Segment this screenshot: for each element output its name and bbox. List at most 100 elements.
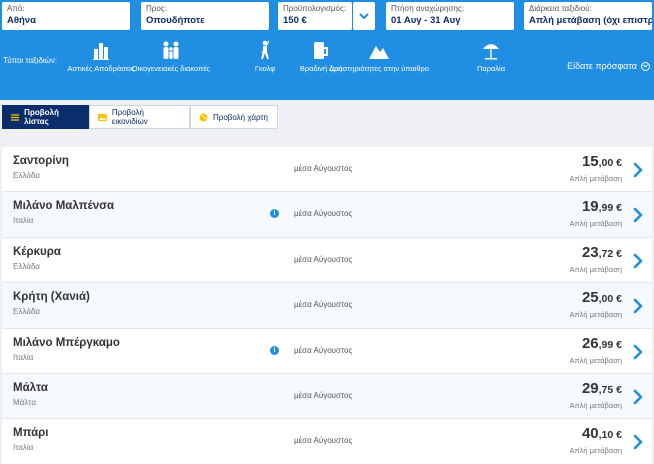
price-decimal: ,00 € [598,157,622,169]
golf-icon [261,40,270,59]
price: 19,99 € [582,198,622,215]
trip-type: Απλή μετάβαση [569,355,623,365]
destination-country: Ελλάδα [13,171,40,180]
destination-row[interactable]: Μιλάνο Μαλπένσα Ιταλία i μέσα Αύγουστος 19,9… [2,192,652,238]
image-view-button[interactable]: Προβολή εικονιδίων [89,105,190,129]
departure-value[interactable]: 01 Αυγ - 31 Αυγ [391,15,461,26]
trip-type: Απλή μετάβαση [569,400,623,410]
travel-period: μέσα Αύγουστος [294,390,353,400]
destination-name: Κέρκυρα [13,245,61,258]
price-decimal: ,99 € [598,338,622,351]
trip-type-label: Γκολφ [254,64,276,73]
destination-row[interactable]: Σαντορίνη Ελλάδα μέσα Αύγουστος 15,00 € Απλή… [2,147,652,193]
duration-label: Διάρκεια ταξιδιού: [529,4,592,13]
trip-types-label: Τύποι ταξιδιών: [3,56,58,65]
trip-type: Απλή μετάβαση [569,310,623,320]
duration-field[interactable]: Διάρκεια ταξιδιού: Απλή μετάβαση (όχι επ… [524,2,652,30]
budget-field[interactable]: Προϋπολογισμός: 150 € [278,2,352,30]
chevron-right-icon[interactable] [632,207,644,223]
travel-period: μέσα Αύγουστος [294,300,353,310]
from-label: Από: [7,4,25,13]
recently-viewed-button[interactable]: Είδατε πρόσφατα [567,61,650,71]
trip-type-label: Βραδινή ζωή [299,64,343,73]
from-value[interactable]: Αθήνα [7,15,36,26]
info-icon[interactable]: i [270,209,279,219]
trip-type: Απλή μετάβαση [569,174,623,183]
price: 23,72 € [582,244,622,261]
travel-period: μέσα Αύγουστος [294,164,353,173]
image-icon [98,113,107,121]
price-decimal: ,10 € [598,429,622,442]
price-integer: 40 [581,425,599,443]
price-integer: 23 [581,243,599,261]
chevron-down-icon [359,12,369,19]
destination-row[interactable]: Κέρκυρα Ελλάδα μέσα Αύγουστος 23,72 € Απλή μ… [2,237,652,284]
chevron-right-icon[interactable] [632,162,644,178]
destination-row[interactable]: Μάλτα Μάλτα μέσα Αύγουστος 29,75 € Απλή μετά… [2,373,652,420]
price: 26,99 € [582,335,622,352]
trip-type: Απλή μετάβαση [569,219,623,229]
trip-type-beach[interactable]: Παραλία [436,40,546,73]
list-view-button[interactable]: Προβολή λίστας [2,105,89,129]
destination-name: Μιλάνο Μαλπένσα [13,200,115,213]
image-view-label: Προβολή εικονιδίων [111,108,148,126]
destination-row[interactable]: Μπάρι Ιταλία μέσα Αύγουστος 40,10 € Απλή μετ… [2,419,652,464]
budget-dropdown-button[interactable] [353,2,375,30]
map-view-label: Προβολή χάρτη [213,112,269,122]
price-integer: 26 [581,334,599,352]
destination-list: Σαντορίνη Ελλάδα μέσα Αύγουστος 15,00 € Απλή… [2,147,652,464]
trip-type-family[interactable]: Οικογενειακές διακοπές [116,40,226,73]
map-view-button[interactable]: Προβολή χάρτη [190,105,278,129]
price: 15,00 € [582,153,622,170]
destination-country: Ιταλία [13,352,34,362]
chevron-right-icon[interactable] [632,389,644,405]
info-icon[interactable]: i [270,345,279,355]
duration-value[interactable]: Απλή μετάβαση (όχι επιστρο [529,15,652,26]
chevron-down-icon [641,61,650,71]
chevron-right-icon[interactable] [632,253,644,269]
travel-period: μέσα Αύγουστος [294,254,353,264]
destination-country: Ελλάδα [13,307,40,317]
departure-label: Πτήση αναχώρησης: [391,4,464,13]
destination-row[interactable]: Μιλάνο Μπέργκαμο Ιταλία i μέσα Αύγουστος 26,… [2,328,652,374]
price-integer: 19 [581,198,599,216]
price: 40,10 € [582,425,622,442]
list-view-label: Προβολή λίστας [24,108,59,126]
destination-country: Ιταλία [13,443,34,453]
budget-value[interactable]: 150 € [283,15,307,26]
umbrella-icon [483,44,499,60]
price-decimal: ,99 € [598,202,622,215]
chevron-right-icon[interactable] [632,344,644,360]
trip-type-outdoor[interactable]: Δραστηριότητες στην ύπαιθρο [324,40,434,73]
travel-period: μέσα Αύγουστος [294,345,353,355]
destination-country: Ιταλία [13,216,34,226]
price-decimal: ,72 € [598,247,622,260]
destination-name: Μιλάνο Μπέργκαμο [13,336,120,349]
destination-country: Μάλτα [13,397,36,407]
to-value[interactable]: Οπουδήποτε [146,15,205,26]
chevron-right-icon[interactable] [632,298,644,314]
to-field[interactable]: Προς: Οπουδήποτε [141,2,269,30]
list-icon [11,113,20,121]
travel-period: μέσα Αύγουστος [294,436,353,446]
departure-field[interactable]: Πτήση αναχώρησης: 01 Αυγ - 31 Αυγ [386,2,514,30]
price: 29,75 € [582,380,622,397]
trip-type-label: Παραλία [476,64,506,73]
trip-type: Απλή μετάβαση [569,446,623,456]
price-integer: 25 [581,289,599,307]
price-decimal: ,00 € [598,293,622,306]
trip-type-label: Οικογενειακές διακοπές [131,64,211,73]
from-field[interactable]: Από: Αθήνα [2,2,130,30]
destination-name: Μάλτα [13,381,48,394]
beer-icon [314,42,328,59]
budget-label: Προϋπολογισμός: [283,4,347,13]
chevron-right-icon[interactable] [632,434,644,450]
family-icon [163,41,179,59]
price-integer: 15 [581,153,599,170]
price: 25,00 € [582,289,622,306]
trip-type-city[interactable]: Αστικές Αποδράσεις [46,40,156,73]
trip-type-nightlife[interactable]: Βραδινή ζωή [266,40,376,73]
trip-type-golf[interactable]: Γκολφ [210,40,320,73]
trip-type-label: Δραστηριότητες στην ύπαιθρο [329,64,429,73]
destination-row[interactable]: Κρήτη (Χανιά) Ελλάδα μέσα Αύγουστος 25,00 €… [2,283,652,329]
